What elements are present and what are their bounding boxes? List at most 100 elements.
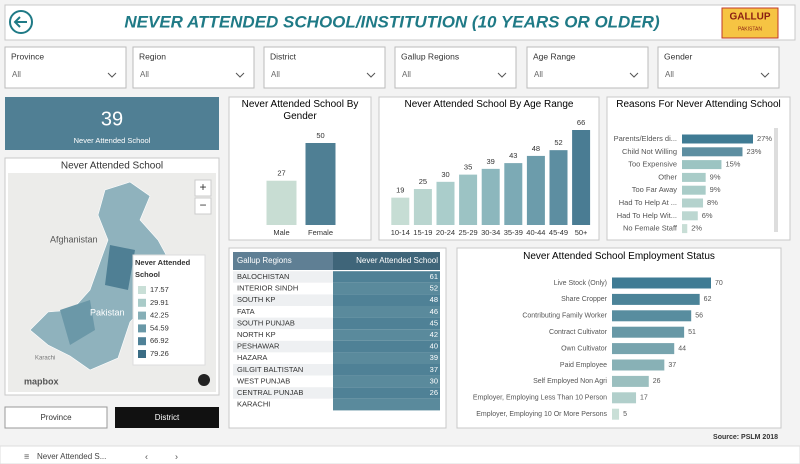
x-tick-label: 40-44 [526,228,545,237]
data-label: 26 [653,378,661,385]
filter-box[interactable] [263,46,386,89]
district-button[interactable] [115,407,219,428]
chart-title-box: Never Attended School By Gender [242,99,359,122]
y-tick-label: Too Expensive [628,160,677,169]
zoom-out[interactable] [194,197,212,215]
filter-label: Region [139,51,166,61]
map-legend-title-box: Never Attended School [135,258,190,279]
legend-label: 29.91 [150,298,169,307]
data-label: 50 [316,131,324,140]
filter-box[interactable] [4,46,127,89]
filter-label: District [270,51,297,61]
legend-swatch [138,324,146,333]
data-label: 62 [704,296,712,303]
kpi-label: Never Attended School [74,136,151,145]
legend-label: 66.92 [150,336,169,345]
y-tick-label: Child Not Willing [622,147,677,156]
filter-label: Age Range [533,51,576,61]
legend-swatch [138,350,146,358]
bar [612,343,675,355]
data-label: 44 [678,345,686,352]
table-value-cell [333,294,440,306]
filter-box[interactable] [657,46,780,89]
filter-chevron [235,72,245,78]
kpi-card [5,97,219,150]
table-cell: 42 [430,330,438,339]
y-tick-label: Employer, Employing 10 Or More Persons [476,411,607,418]
table-row [233,398,333,411]
x-tick-label: 50+ [575,228,588,237]
table-header-cell [233,252,333,270]
table-value-cell [333,317,440,330]
table-value-cell [333,352,440,364]
table-cell: PESHAWAR [237,342,280,351]
filter-box[interactable] [394,46,517,89]
x-tick-label: Male [273,228,289,237]
bar [572,130,591,225]
data-label: 51 [688,329,696,336]
data-label: 25 [419,177,427,186]
filter-box[interactable] [526,46,649,89]
scrollbar[interactable] [774,128,778,232]
legend-swatch [138,337,146,346]
data-label: 66 [577,118,585,127]
bar [682,172,706,182]
bar [436,181,455,225]
table-cell: 48 [430,295,438,304]
filter-box[interactable] [132,46,255,89]
logo [721,7,779,39]
map-title: Never Attended School [61,161,163,172]
x-tick-label: 15-19 [413,228,432,237]
data-label: 27 [277,169,285,178]
data-label: 35 [464,163,472,172]
zoom-in[interactable] [194,179,212,197]
table-row [233,282,333,295]
bar [682,198,704,208]
legend-label: 79.26 [150,349,169,358]
filter-chevron [497,72,507,78]
info-icon[interactable] [198,374,210,386]
table-cell: 45 [430,318,438,327]
filter-chevron [366,72,376,78]
chart-panel [228,96,372,241]
next-page[interactable]: › [175,451,178,461]
table-row [233,294,333,306]
bar [682,224,688,234]
chart-title: Reasons For Never Attending School [616,99,781,110]
x-tick-label: Female [308,228,333,237]
filter-label: Gender [664,51,693,61]
table-value-cell [333,398,440,411]
table-cell: 61 [430,272,438,281]
bar [682,147,743,157]
bar [413,189,432,225]
prev-page[interactable]: ‹ [145,451,148,461]
bar [612,277,711,289]
bar [682,185,706,195]
legend-label: 42.25 [150,311,169,320]
tab-label[interactable]: Never Attended S... [37,452,106,461]
data-label: 30 [441,170,449,179]
table-row [233,352,333,364]
data-label: 19 [396,186,404,195]
bar [612,310,692,322]
y-tick-label: Too Far Away [632,185,678,194]
map-attribution: mapbox [24,376,59,386]
kpi-value: 39 [101,108,123,130]
data-label: 5 [623,411,627,418]
y-tick-label: Live Stock (Only) [554,280,607,287]
x-tick-label: 20-24 [436,228,455,237]
table-row [233,317,333,330]
province-button[interactable] [4,406,108,429]
bar [612,359,665,371]
header-bar [4,4,796,41]
table-row [233,340,333,353]
table-value-cell [333,364,440,376]
table-value-cell [333,375,440,388]
legend-swatch [138,311,146,320]
table-cell: GILGIT BALTISTAN [237,365,303,374]
y-tick-label: No Female Staff [623,224,678,233]
table-row [233,306,333,318]
filter-value: All [665,70,674,79]
filter-value: All [534,70,543,79]
